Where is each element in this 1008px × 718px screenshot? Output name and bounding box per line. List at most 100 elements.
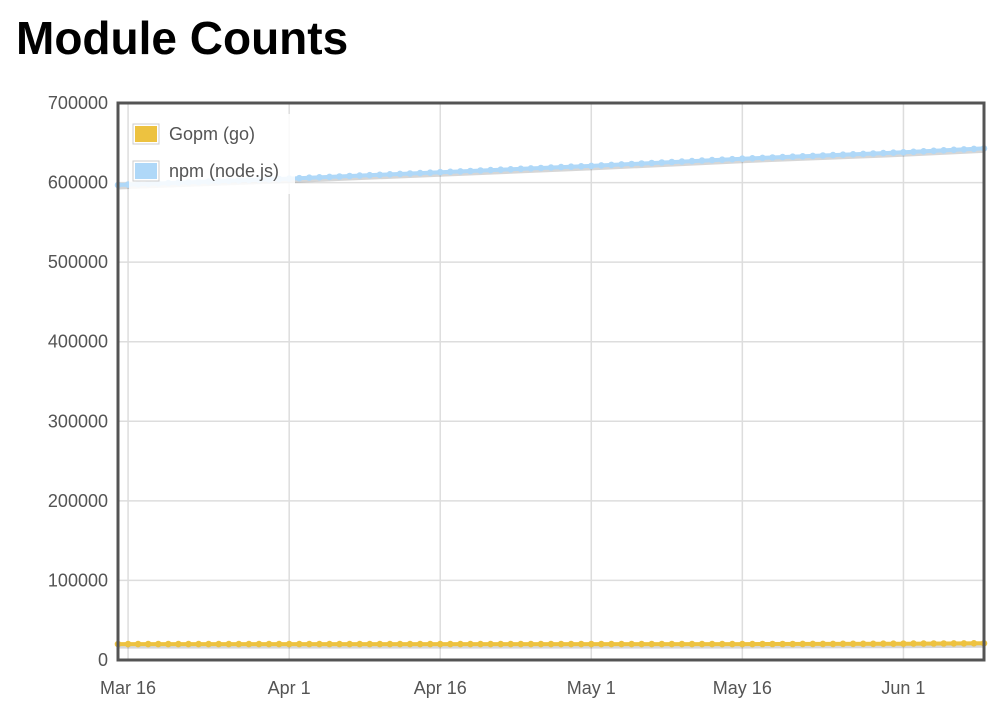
data-point xyxy=(940,640,948,647)
data-point xyxy=(910,148,917,156)
data-point xyxy=(769,154,776,161)
data-point xyxy=(900,149,907,156)
x-tick-label: Mar 16 xyxy=(100,678,156,698)
plot-frame xyxy=(116,101,986,662)
data-point xyxy=(195,640,202,648)
data-point xyxy=(185,640,192,648)
data-point xyxy=(960,146,968,153)
y-tick-label: 600000 xyxy=(48,173,108,193)
data-point xyxy=(648,640,656,648)
data-point xyxy=(296,640,303,648)
data-point xyxy=(950,640,958,647)
data-point xyxy=(386,640,394,648)
data-point xyxy=(275,640,283,648)
data-point xyxy=(688,157,696,165)
data-point xyxy=(930,147,938,155)
grid-layer xyxy=(118,103,984,660)
legend-label: Gopm (go) xyxy=(169,124,255,144)
data-point xyxy=(749,155,756,162)
data-point xyxy=(396,170,404,178)
data-point xyxy=(467,167,474,175)
data-point xyxy=(829,640,837,648)
data-point xyxy=(326,173,333,181)
x-tick-label: May 16 xyxy=(713,678,772,698)
data-point xyxy=(658,640,666,648)
data-point xyxy=(165,640,172,648)
data-point xyxy=(839,640,847,648)
data-point xyxy=(829,151,837,159)
data-point xyxy=(618,640,625,648)
data-point xyxy=(265,640,273,648)
data-point xyxy=(819,640,827,648)
data-point xyxy=(718,640,726,648)
data-point xyxy=(839,151,847,158)
data-point xyxy=(537,640,545,648)
data-point xyxy=(487,166,494,174)
data-point xyxy=(457,168,464,175)
data-point xyxy=(487,640,494,648)
data-point xyxy=(608,640,615,648)
data-point xyxy=(356,172,364,179)
data-point xyxy=(688,640,696,648)
data-point xyxy=(577,163,585,170)
data-point xyxy=(890,640,897,648)
data-point xyxy=(306,640,313,648)
data-point xyxy=(608,161,615,169)
data-point xyxy=(356,640,364,648)
data-point xyxy=(880,149,887,157)
data-point xyxy=(517,165,525,173)
data-point xyxy=(366,640,374,648)
data-point xyxy=(698,157,706,164)
legend-label: npm (node.js) xyxy=(169,161,279,181)
data-point xyxy=(517,640,525,648)
data-point xyxy=(950,146,958,154)
data-point xyxy=(457,640,464,648)
data-point xyxy=(577,640,585,648)
data-point xyxy=(426,169,434,176)
data-point xyxy=(336,640,343,648)
data-point xyxy=(970,145,978,153)
data-point xyxy=(497,640,505,648)
data-point xyxy=(648,159,656,167)
data-point xyxy=(326,640,333,648)
data-point xyxy=(436,168,444,176)
data-point xyxy=(739,155,746,162)
data-point xyxy=(547,640,555,648)
legend: Gopm (go) npm (node.js) xyxy=(129,114,295,194)
data-point xyxy=(789,640,797,648)
data-point xyxy=(497,166,505,173)
data-point xyxy=(547,164,555,171)
data-point xyxy=(144,640,152,648)
data-point xyxy=(416,169,424,177)
data-point xyxy=(245,640,253,648)
data-point xyxy=(940,147,948,154)
y-tick-label: 500000 xyxy=(48,252,108,272)
data-point xyxy=(638,640,645,648)
data-point xyxy=(477,167,484,174)
data-point xyxy=(557,163,565,171)
x-tick-label: Jun 1 xyxy=(881,678,925,698)
data-point xyxy=(869,150,877,157)
series-layer xyxy=(114,145,988,649)
data-point xyxy=(124,640,132,648)
data-point xyxy=(859,640,867,648)
data-point xyxy=(668,640,676,648)
y-tick-label: 700000 xyxy=(48,93,108,113)
data-point xyxy=(336,173,343,180)
data-point xyxy=(759,640,766,648)
data-point xyxy=(386,171,394,178)
data-point xyxy=(507,166,515,173)
data-point xyxy=(880,640,887,648)
x-axis-ticks: Mar 16 Apr 1 Apr 16 May 1 May 16 Jun 1 xyxy=(100,678,925,698)
data-point xyxy=(588,640,595,648)
data-point xyxy=(849,151,857,158)
data-point xyxy=(376,171,384,179)
data-point xyxy=(708,640,716,648)
data-point xyxy=(618,161,625,168)
data-point xyxy=(567,640,575,648)
y-tick-label: 100000 xyxy=(48,570,108,590)
data-point xyxy=(215,640,222,648)
data-point xyxy=(920,640,927,647)
data-point xyxy=(588,162,595,170)
data-point xyxy=(799,153,807,160)
